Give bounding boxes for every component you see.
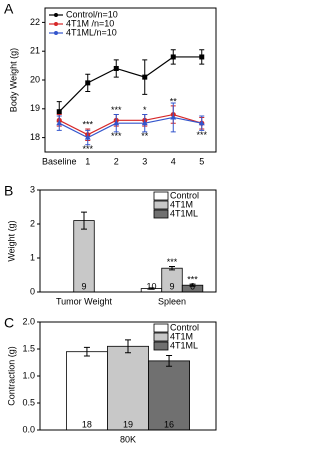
y-tick-label: 20 [30, 74, 40, 84]
marker [170, 114, 177, 120]
y-tick-label: 0.0 [22, 424, 35, 434]
n-label: 18 [82, 419, 92, 429]
error-bar [169, 266, 175, 271]
legend-marker [54, 31, 58, 35]
n-label: 9 [81, 281, 86, 291]
series-line [58, 113, 202, 136]
x-tick-label: Baseline [42, 156, 77, 166]
plot-frame [44, 7, 217, 153]
error-bar [148, 287, 155, 290]
y-tick-label: 18 [30, 132, 40, 142]
y-tick-label: 2 [30, 218, 35, 228]
significance: *** [167, 257, 178, 267]
legend-swatch [153, 323, 169, 333]
y-tick-label: 0.5 [22, 397, 35, 407]
legend-label: 4T1ML [170, 340, 198, 350]
n-label: 6 [190, 281, 195, 291]
marker [113, 120, 120, 126]
significance: *** [111, 105, 122, 115]
x-tick-label: 80K [120, 434, 136, 444]
legend-swatch [153, 200, 169, 210]
marker [84, 134, 91, 140]
bar [107, 345, 149, 431]
plot-frame [39, 321, 217, 431]
significance: *** [187, 275, 198, 285]
y-tick-label: 21 [30, 46, 40, 56]
x-tick-label: 1 [85, 156, 90, 166]
significance: *** [82, 119, 93, 129]
legend-label: Control [170, 190, 199, 200]
error-bar [81, 211, 87, 230]
legend-label: Control [170, 322, 199, 332]
plot-frame [39, 189, 217, 293]
marker [113, 65, 119, 71]
x-tick-label: 3 [142, 156, 147, 166]
y-tick-label: 22 [30, 17, 40, 27]
marker [56, 120, 63, 126]
significance: *** [196, 130, 207, 140]
n-label: 9 [169, 281, 174, 291]
error-bar [83, 346, 90, 357]
x-tick-label: 2 [114, 156, 119, 166]
y-tick-label: 3 [30, 184, 35, 194]
legend-label: 4T1M [170, 331, 193, 341]
significance: * [143, 105, 147, 115]
y-tick-label: 2.0 [22, 316, 35, 326]
marker [199, 54, 205, 60]
marker [142, 74, 148, 80]
legend-swatch [153, 209, 169, 219]
panel-label: A [4, 1, 14, 17]
y-axis-title: Weight (g) [6, 220, 16, 261]
marker [85, 80, 91, 86]
x-tick-label: 5 [199, 156, 204, 166]
legend-label: Control/n=10 [66, 9, 118, 19]
marker [56, 109, 62, 115]
y-tick-label: 0 [30, 286, 35, 296]
legend-marker [54, 22, 58, 26]
significance: *** [111, 131, 122, 141]
x-tick-label: Tumor Weight [56, 296, 113, 306]
bar [66, 351, 108, 431]
significance: *** [82, 144, 93, 154]
panel-label: C [4, 315, 14, 331]
marker [141, 120, 148, 126]
y-axis-title: Contraction (g) [6, 346, 16, 406]
significance: ** [141, 131, 149, 141]
y-tick-label: 1.0 [22, 370, 35, 380]
error-bar [125, 339, 131, 354]
legend-marker [54, 13, 58, 17]
n-label: 16 [164, 419, 174, 429]
x-tick-label: 4 [171, 156, 176, 166]
y-tick-label: 19 [30, 103, 40, 113]
significance: ** [170, 96, 178, 106]
legend-label: 4T1ML [170, 208, 198, 218]
marker [198, 120, 205, 126]
y-tick-label: 1 [30, 252, 35, 262]
series-line [58, 56, 202, 113]
x-tick-label: Spleen [158, 296, 186, 306]
legend-label: 4T1M /n=10 [66, 18, 114, 28]
panel-label: B [4, 183, 13, 199]
legend-swatch [153, 341, 169, 351]
series-line [58, 116, 202, 139]
legend-swatch [153, 332, 169, 342]
error-bar [189, 283, 196, 287]
error-bar [166, 354, 173, 367]
marker [170, 54, 176, 60]
y-tick-label: 1.5 [22, 343, 35, 353]
legend-swatch [153, 191, 169, 201]
legend-label: 4T1M [170, 199, 193, 209]
n-label: 19 [123, 419, 133, 429]
legend-label: 4T1ML/n=10 [66, 27, 117, 37]
y-axis-title: Body Weight (g) [8, 48, 18, 112]
n-label: 10 [146, 281, 156, 291]
